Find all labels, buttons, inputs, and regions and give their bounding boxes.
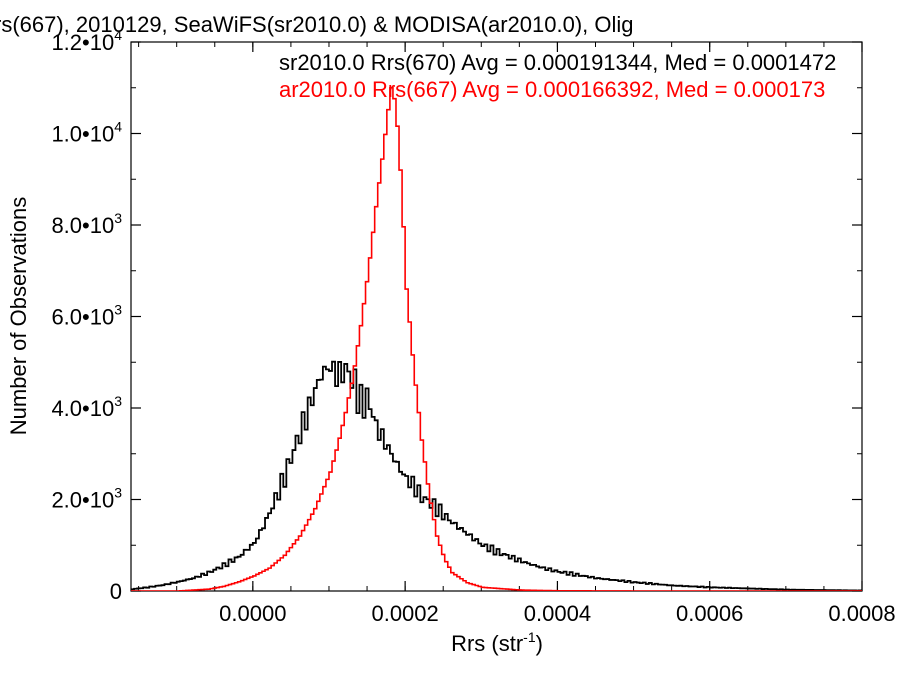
x-axis-label: Rrs (str-1) xyxy=(451,629,543,656)
y-axis: 0 2.0•103 4.0•103 6.0•103 8.0•103 1.0•104 1.2•… xyxy=(51,27,862,604)
plot-frame xyxy=(130,41,863,592)
y-tick-label: 2.0•103 xyxy=(51,485,122,513)
y-tick-label: 1.2•104 xyxy=(51,27,122,55)
x-tick-label: 0.0004 xyxy=(524,601,591,626)
chart-title: rs(667), 2010129, SeaWiFS(sr2010.0) & MO… xyxy=(0,12,634,37)
annotations: sr2010.0 Rrs(670) Avg = 0.000191344, Med… xyxy=(279,50,836,102)
histogram-series-red xyxy=(131,86,862,591)
y-tick-label: 6.0•103 xyxy=(51,302,122,330)
x-tick-label: 0.0002 xyxy=(371,601,438,626)
histogram-series-black xyxy=(131,360,862,591)
y-tick-label: 0 xyxy=(110,579,122,604)
y-axis-label: Number of Observations xyxy=(6,197,31,435)
y-tick-label: 4.0•103 xyxy=(51,393,122,421)
x-tick-label: 0.0006 xyxy=(676,601,743,626)
series-group xyxy=(131,86,862,591)
y-tick-label: 1.0•104 xyxy=(51,119,122,147)
y-tick-label: 8.0•103 xyxy=(51,210,122,238)
stats-annotation: ar2010.0 Rrs(667) Avg = 0.000166392, Med… xyxy=(279,77,825,102)
x-tick-label: 0.0000 xyxy=(219,601,286,626)
x-tick-label: 0.0008 xyxy=(828,601,895,626)
x-axis: 0.0000 0.0002 0.0004 0.0006 0.0008 xyxy=(138,42,896,626)
stats-annotation: sr2010.0 Rrs(670) Avg = 0.000191344, Med… xyxy=(279,50,836,75)
